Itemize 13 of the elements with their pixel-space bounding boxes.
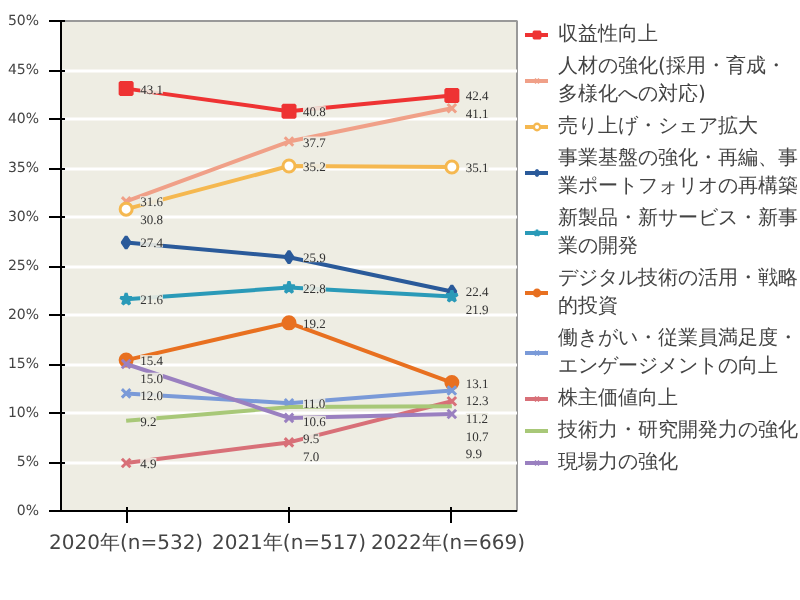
legend-label: 現場力の強化 (558, 449, 678, 476)
x-tick-label: 2022年(n=669) (370, 531, 526, 555)
legend-label: 売り上げ・シェア拡大 (558, 113, 758, 140)
legend-label: 株主価値向上 (558, 385, 678, 412)
legend-label: 働きがい・従業員満足度・エンゲージメントの向上 (558, 325, 798, 380)
legend-label: デジタル技術の活用・戦略的投資 (558, 265, 798, 320)
legend-label: 収益性向上 (558, 21, 658, 48)
legend-label: 技術力・研究開発力の強化 (558, 417, 798, 444)
legend-label: 人材の強化(採用・育成・多様化への対応) (558, 53, 786, 108)
legend-label: 新製品・新サービス・新事業の開発 (558, 205, 798, 260)
x-tick-label: 2020年(n=532) (49, 531, 204, 555)
legend-label: 事業基盤の強化・再編、事業ポートフォリオの再構築 (558, 145, 798, 200)
x-tick-label: 2021年(n=517) (211, 531, 367, 555)
